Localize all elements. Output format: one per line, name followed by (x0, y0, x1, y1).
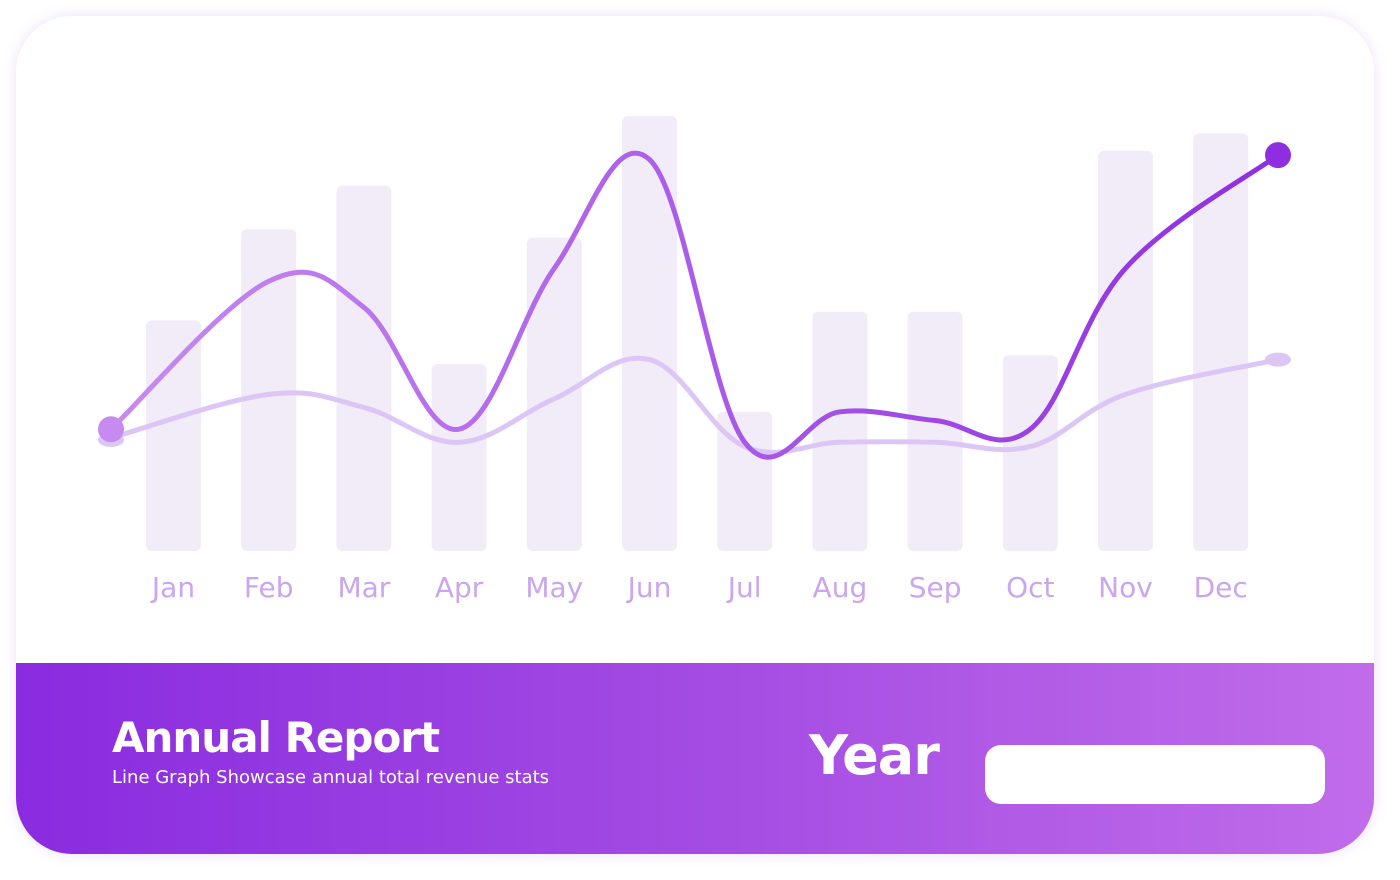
tick-label-jun: Jun (626, 571, 672, 604)
year-label: Year (809, 724, 940, 787)
bar-jan (146, 320, 201, 551)
tick-label-feb: Feb (244, 571, 294, 604)
tick-label-mar: Mar (337, 571, 390, 604)
bar-nov (1098, 150, 1153, 552)
tick-label-apr: Apr (435, 571, 484, 604)
series-primary-start-point (98, 416, 124, 443)
tick-label-may: May (525, 571, 583, 604)
series-secondary-line (108, 355, 1281, 455)
bar-sep (907, 311, 963, 552)
tick-label-jan: Jan (150, 571, 195, 604)
bar-aug (812, 311, 868, 552)
bar-dec (1193, 133, 1249, 551)
bar-jul (717, 411, 773, 551)
series-secondary-end-point (1265, 352, 1291, 367)
tick-label-jul: Jul (726, 571, 762, 604)
bar-apr (431, 364, 487, 551)
report-footer: Annual Report Line Graph Showcase annual… (16, 663, 1374, 854)
report-title: Annual Report (112, 713, 440, 762)
tick-label-sep: Sep (909, 571, 962, 604)
chart: Jan Feb Mar Apr May Jun Jul Aug Sep Oct Nov Dec (98, 116, 1291, 604)
year-input[interactable] (985, 745, 1325, 804)
bar-mar (336, 185, 392, 551)
report-card: Jan Feb Mar Apr May Jun Jul Aug Sep Oct Nov Dec Ann… (16, 16, 1374, 854)
tick-label-oct: Oct (1006, 571, 1054, 604)
bar-may (526, 237, 582, 552)
bar-feb (241, 229, 297, 551)
tick-label-dec: Dec (1194, 571, 1248, 604)
bar-oct (1002, 355, 1058, 552)
series-primary-end-point (1265, 142, 1291, 169)
series-primary-line (108, 150, 1281, 460)
bar-jun (622, 116, 677, 551)
report-subtitle: Line Graph Showcase annual total revenue… (112, 767, 550, 788)
tick-label-nov: Nov (1098, 571, 1153, 604)
tick-label-aug: Aug (813, 571, 868, 604)
